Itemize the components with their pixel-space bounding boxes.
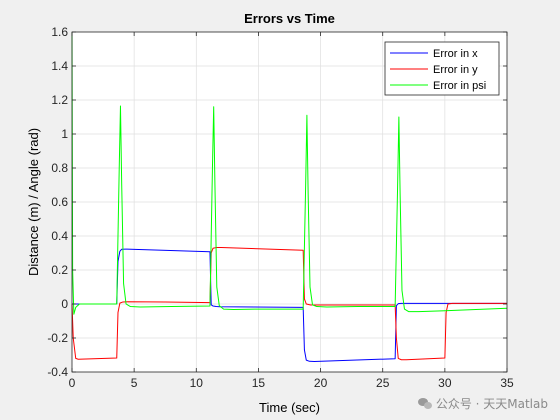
y-tick-label: 1.2 bbox=[51, 93, 68, 107]
x-tick-label: 20 bbox=[314, 376, 328, 390]
y-tick-label: -0.4 bbox=[47, 365, 68, 379]
y-tick-label: 0.6 bbox=[51, 195, 68, 209]
legend: Error in x Error in y Error in psi bbox=[384, 41, 500, 96]
series-lines bbox=[71, 31, 508, 362]
wechat-icon bbox=[417, 398, 432, 409]
y-tick-label: -0.2 bbox=[47, 331, 68, 345]
watermark-text: 公众号 · 天天Matlab bbox=[435, 397, 548, 411]
watermark: 公众号 · 天天Matlab bbox=[417, 395, 548, 412]
y-tick-label: 0 bbox=[61, 297, 68, 311]
y-tick-label: 0.2 bbox=[51, 263, 68, 277]
x-tick-label: 10 bbox=[190, 376, 204, 390]
x-tick-label: 15 bbox=[252, 376, 266, 390]
legend-label-2: Error in y bbox=[433, 64, 478, 76]
series-line-1 bbox=[72, 248, 507, 362]
y-tick-label: 1 bbox=[61, 127, 68, 141]
series-line-3 bbox=[71, 31, 508, 315]
legend-label-1: Error in x bbox=[433, 48, 478, 60]
x-tick-label: 35 bbox=[500, 376, 514, 390]
x-tick-label: 30 bbox=[438, 376, 452, 390]
series-line-2 bbox=[71, 247, 507, 361]
ticks: 0 5 10 15 20 25 30 35 -0.4 -0.2 0 0.2 0.4 0.6 0.8 1 1.2 1… bbox=[47, 25, 514, 390]
y-tick-label: 1.4 bbox=[51, 59, 68, 73]
x-tick-label: 0 bbox=[69, 376, 76, 390]
y-tick-label: 1.6 bbox=[51, 25, 68, 39]
y-tick-label: 0.8 bbox=[51, 161, 68, 175]
x-tick-label: 5 bbox=[131, 376, 138, 390]
grid bbox=[72, 32, 507, 372]
chart-title: Errors vs Time bbox=[244, 11, 335, 26]
y-axis-label: Distance (m) / Angle (rad) bbox=[26, 128, 41, 276]
y-tick-label: 0.4 bbox=[51, 229, 68, 243]
x-tick-label: 25 bbox=[376, 376, 390, 390]
x-axis-label: Time (sec) bbox=[259, 400, 320, 415]
legend-label-3: Error in psi bbox=[433, 80, 486, 92]
